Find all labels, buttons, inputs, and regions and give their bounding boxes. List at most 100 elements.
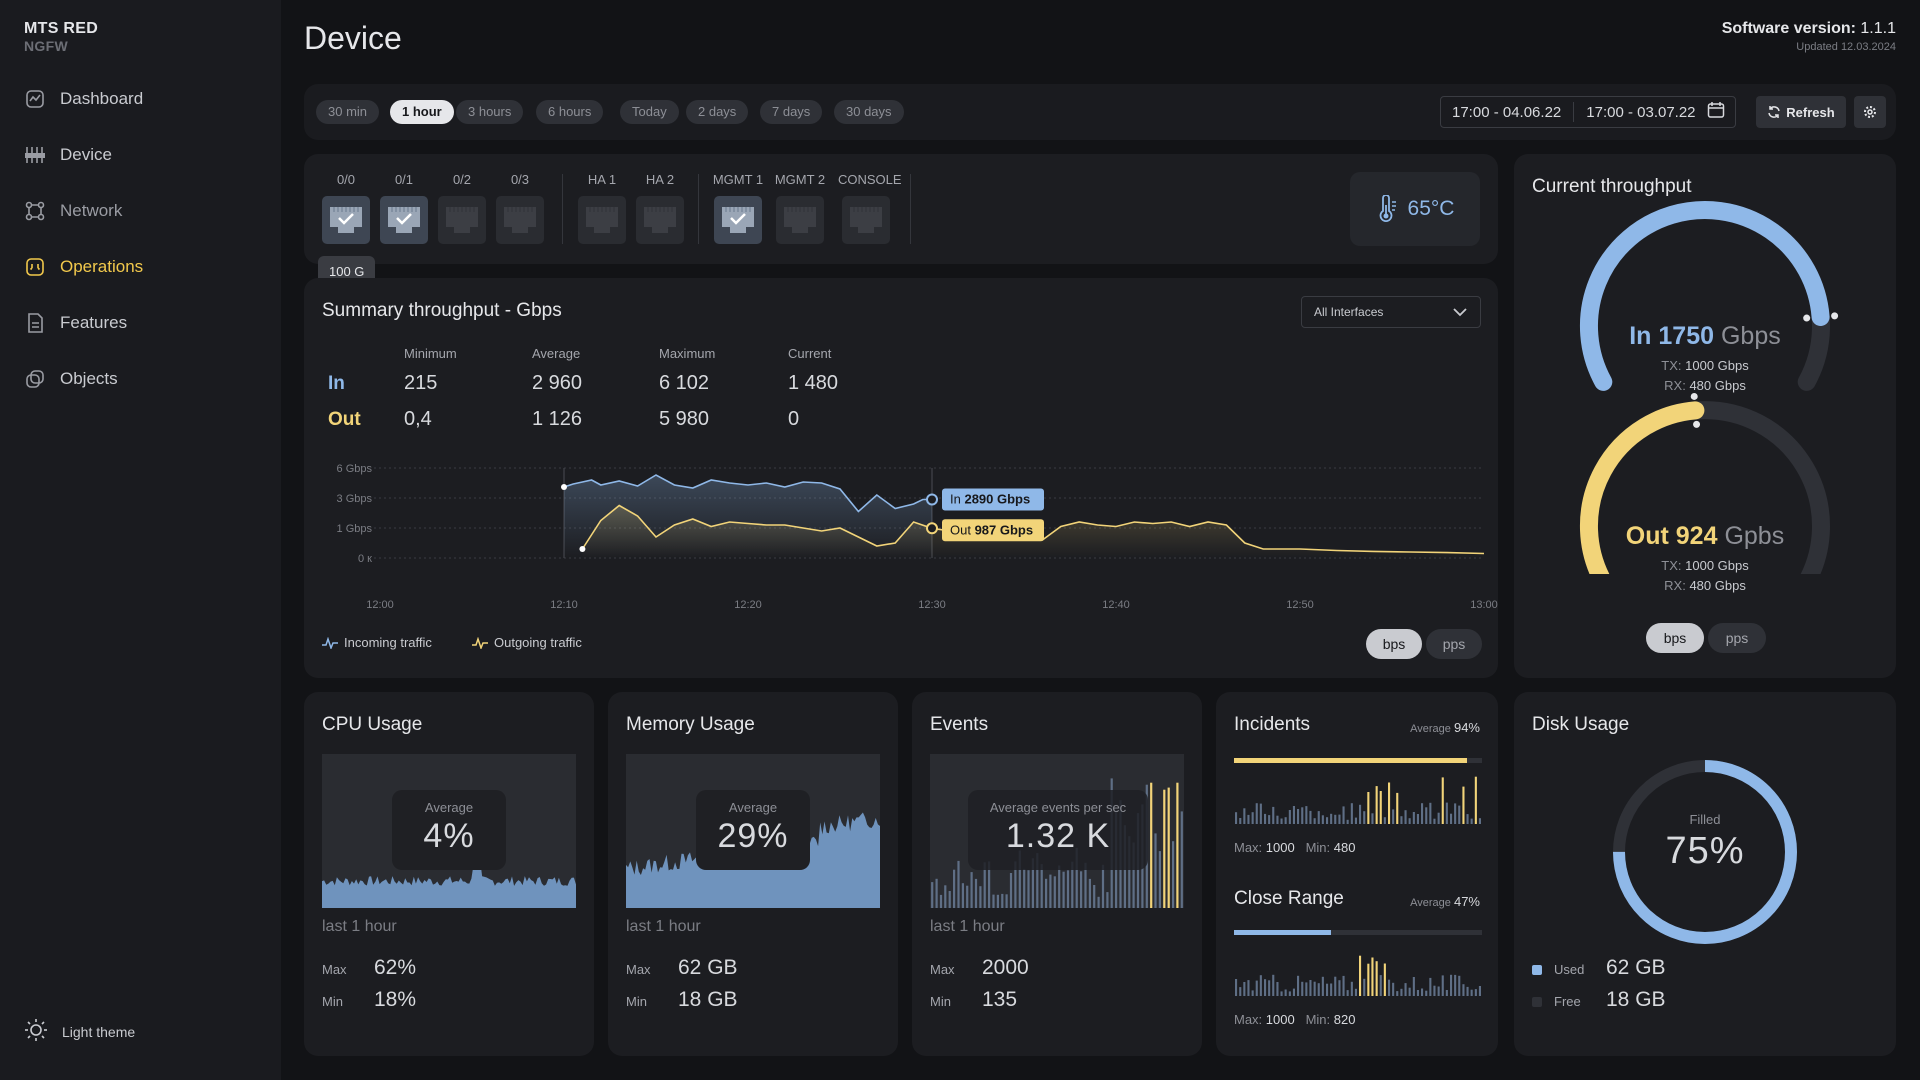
- disk-legend-free: Free 18 GB: [1532, 988, 1666, 1011]
- bar: [1350, 981, 1353, 996]
- incidents-average-bar: [1234, 758, 1482, 763]
- events-average-value: 1.32 K: [1005, 817, 1111, 855]
- bar: [974, 878, 978, 908]
- bar: [979, 886, 982, 908]
- software-version-value: 1.1.1: [1860, 20, 1896, 37]
- network-icon: [24, 200, 46, 222]
- disk-usage-card: Disk Usage Filled 75% Used 62 GB Free 18 G…: [1514, 692, 1896, 1056]
- settings-button[interactable]: [1854, 96, 1886, 128]
- sidebar-item-objects[interactable]: Objects: [24, 359, 264, 399]
- bar: [1313, 981, 1316, 996]
- bar: [1375, 786, 1378, 824]
- bar: [988, 861, 991, 908]
- interface-select-value: All Interfaces: [1314, 305, 1384, 319]
- interface-select[interactable]: All Interfaces: [1301, 296, 1481, 328]
- bar: [1255, 803, 1258, 824]
- time-range-1-hour[interactable]: 1 hour: [390, 100, 454, 124]
- cpu-max-value: 62%: [374, 956, 417, 979]
- bar: [944, 885, 947, 908]
- bar: [1014, 861, 1017, 908]
- sidebar-item-device[interactable]: Device: [24, 135, 264, 175]
- line-icon: [472, 636, 488, 649]
- port-console[interactable]: [842, 196, 890, 244]
- sidebar-item-label: Device: [60, 145, 112, 164]
- gauge-in-tx-value: 1000 Gbps: [1685, 358, 1749, 373]
- gauge-unit-bps-button[interactable]: bps: [1646, 623, 1704, 653]
- disk-ring: [1613, 760, 1797, 944]
- port-0-2[interactable]: [438, 196, 486, 244]
- bar: [1429, 977, 1432, 996]
- time-range-30-min[interactable]: 30 min: [316, 100, 380, 124]
- memory-average-label: Average: [728, 800, 778, 815]
- legend-incoming-label: Incoming traffic: [344, 635, 432, 650]
- legend-outgoing: Outgoing traffic: [472, 635, 582, 650]
- sidebar-item-dashboard[interactable]: Dashboard: [24, 79, 264, 119]
- bar: [1383, 817, 1386, 824]
- check-icon: [396, 213, 412, 225]
- port-mgmt-2[interactable]: [776, 196, 824, 244]
- cpu-title: CPU Usage: [322, 714, 423, 735]
- sidebar: MTS RED NGFW Dashboard Device Network Op…: [0, 0, 281, 1080]
- unit-pps-button[interactable]: pps: [1426, 629, 1482, 659]
- sidebar-item-operations[interactable]: Operations: [24, 247, 264, 287]
- sidebar-item-network[interactable]: Network: [24, 191, 264, 231]
- outgoing-tooltip: Out 987 Gbps: [942, 519, 1044, 542]
- events-max-label: Max: [930, 962, 955, 977]
- bar: [1388, 979, 1391, 996]
- date-range-picker[interactable]: 17:00 - 04.06.22 17:00 - 03.07.22: [1440, 96, 1736, 128]
- bar: [1466, 986, 1469, 996]
- incidents-average-label: Average: [1410, 723, 1451, 735]
- bar: [1001, 893, 1004, 908]
- time-range-3-hours[interactable]: 3 hours: [456, 100, 524, 124]
- bar: [1301, 981, 1304, 996]
- port-mgmt-1[interactable]: [714, 196, 762, 244]
- bar: [1392, 982, 1395, 996]
- summary-title: Summary throughput - Gbps: [322, 300, 562, 321]
- memory-max-label: Max: [626, 962, 651, 977]
- bar: [1292, 988, 1295, 996]
- unit-bps-button[interactable]: bps: [1366, 629, 1422, 659]
- time-range-7-days[interactable]: 7 days: [760, 100, 823, 124]
- bar: [1388, 782, 1391, 824]
- bar: [1474, 989, 1477, 996]
- bar: [1441, 975, 1444, 996]
- bar: [1470, 989, 1473, 996]
- time-range-30-days[interactable]: 30 days: [834, 100, 904, 124]
- time-range-Today[interactable]: Today: [620, 100, 679, 124]
- gauge-in-unit: Gbps: [1720, 322, 1781, 350]
- sidebar-item-features[interactable]: Features: [24, 303, 264, 343]
- bar: [1326, 817, 1329, 824]
- bar: [1036, 853, 1039, 908]
- disk-used-label: Used: [1554, 962, 1585, 977]
- ports-panel: 0/0 0/1 0/2 0/3 HA 1 HA 2 MGMT 1 MGMT 2 CONSOLE: [304, 154, 1498, 264]
- time-range-2-days[interactable]: 2 days: [686, 100, 749, 124]
- port-0-1[interactable]: [380, 196, 428, 244]
- memory-average-box: Average 29%: [696, 790, 810, 870]
- gauge-out: [1580, 392, 1830, 574]
- port-0-3[interactable]: [496, 196, 544, 244]
- bar: [1441, 777, 1444, 824]
- memory-min-value: 18 GB: [678, 988, 738, 1011]
- port-0-0[interactable]: [322, 196, 370, 244]
- legend-outgoing-label: Outgoing traffic: [494, 635, 582, 650]
- bar: [1359, 804, 1362, 824]
- time-range-6-hours[interactable]: 6 hours: [536, 100, 604, 124]
- theme-toggle[interactable]: Light theme: [24, 1018, 135, 1045]
- close-range-bars: [1235, 955, 1481, 996]
- bar: [1259, 975, 1262, 996]
- incidents-average-value: 94%: [1453, 720, 1480, 735]
- chevron-down-icon: [1452, 307, 1468, 317]
- port-ha-1[interactable]: [578, 196, 626, 244]
- bar: [1421, 803, 1424, 824]
- port-ha-2[interactable]: [636, 196, 684, 244]
- bar: [1334, 814, 1337, 824]
- calendar-icon[interactable]: [1707, 101, 1725, 123]
- bar: [1470, 818, 1473, 824]
- refresh-button[interactable]: Refresh: [1756, 96, 1846, 128]
- bar: [1421, 988, 1424, 996]
- stat-row-out-label: Out: [328, 409, 361, 430]
- x-tick-label: 12:00: [366, 599, 394, 611]
- memory-title: Memory Usage: [626, 714, 755, 735]
- bar: [1005, 894, 1008, 908]
- gauge-unit-pps-button[interactable]: pps: [1708, 623, 1766, 653]
